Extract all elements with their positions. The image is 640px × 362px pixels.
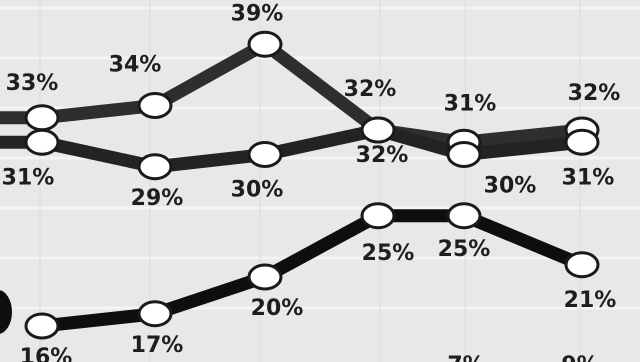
partial-label-1: 9% — [561, 353, 598, 362]
series-upper-label-1: 34% — [109, 53, 162, 78]
series-upper-label-2: 39% — [231, 1, 284, 26]
series-middle-label-3: 32% — [356, 143, 409, 168]
series-upper-point-1 — [137, 92, 173, 119]
series-lower-line — [35, 209, 589, 333]
series-lower-label-1: 17% — [131, 333, 184, 358]
series-upper-label-3: 32% — [344, 77, 397, 102]
series-middle-label-4: 30% — [484, 174, 537, 199]
series-upper-label-0: 33% — [6, 71, 59, 96]
series-upper-point-2 — [247, 30, 283, 58]
series-middle-point-5 — [564, 128, 600, 156]
series-middle-point-3 — [360, 116, 396, 144]
series-lower-point-4 — [446, 202, 482, 230]
series-upper-point-0 — [24, 104, 60, 132]
series-middle-label-5: 31% — [562, 165, 615, 190]
series-upper-label-5: 32% — [568, 81, 621, 106]
series-middle-point-0 — [24, 128, 60, 156]
cropped-marker — [0, 290, 12, 334]
series-lower-label-4: 25% — [438, 237, 491, 262]
series-lower-label-3: 25% — [362, 241, 415, 266]
series-middle-label-1: 29% — [131, 186, 184, 211]
series-upper-label-4: 31% — [444, 91, 497, 116]
series-lower-label-5: 21% — [564, 288, 617, 313]
series-lower-label-0: 16% — [20, 345, 73, 362]
series-middle-label-0: 31% — [2, 165, 55, 190]
series-lower-point-3 — [360, 202, 396, 230]
series-middle-point-2 — [247, 141, 283, 168]
series-lower-point-0 — [24, 312, 60, 340]
series-middle-point-1 — [137, 153, 173, 181]
series-lower-label-2: 20% — [251, 296, 304, 321]
series-lower-point-5 — [564, 251, 600, 279]
partial-label-0: 7% — [447, 353, 484, 362]
series-lower-point-1 — [137, 300, 173, 328]
series-lower-point-2 — [247, 263, 283, 291]
series-middle-point-4 — [446, 141, 482, 168]
series-middle-label-2: 30% — [231, 178, 284, 203]
